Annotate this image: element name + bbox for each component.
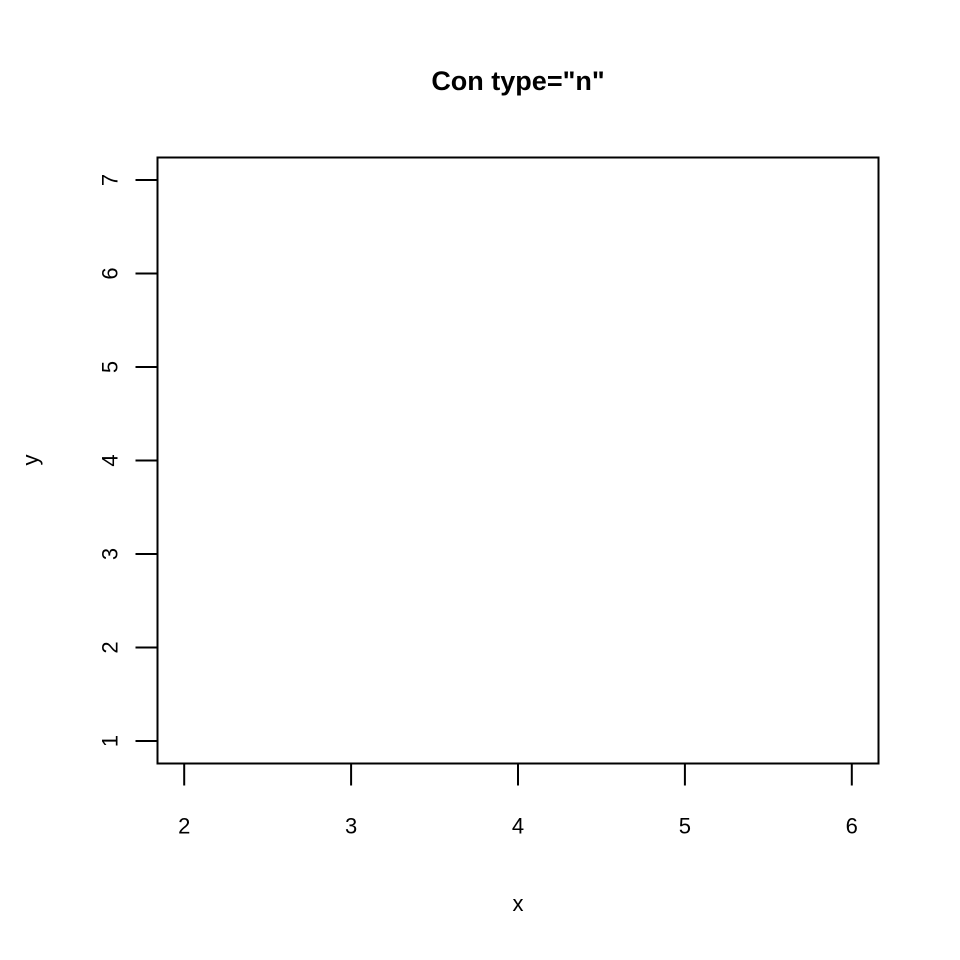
x-tick-label: 6 xyxy=(846,814,858,839)
x-tick-label: 3 xyxy=(345,814,357,839)
y-tick-label: 5 xyxy=(98,361,123,373)
x-axis-label: x xyxy=(513,891,524,916)
y-tick-label: 1 xyxy=(98,735,123,747)
x-tick-label: 4 xyxy=(512,814,524,839)
x-axis: 2 3 4 5 6 xyxy=(178,762,858,839)
x-tick-label: 2 xyxy=(178,814,190,839)
plot-area-box xyxy=(156,156,880,765)
y-tick-label: 7 xyxy=(98,174,123,186)
y-axis: 1 2 3 4 5 6 7 xyxy=(98,174,159,747)
y-tick-label: 2 xyxy=(98,641,123,653)
chart-title: Con type="n" xyxy=(431,66,604,96)
y-tick-label: 4 xyxy=(98,454,123,466)
x-tick-label: 5 xyxy=(679,814,691,839)
y-tick-label: 6 xyxy=(98,267,123,279)
y-tick-label: 3 xyxy=(98,548,123,560)
y-axis-label: y xyxy=(18,455,43,466)
